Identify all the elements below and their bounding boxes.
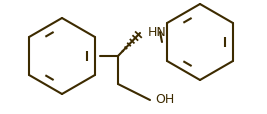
- Text: HN: HN: [148, 26, 167, 39]
- Text: OH: OH: [155, 93, 174, 106]
